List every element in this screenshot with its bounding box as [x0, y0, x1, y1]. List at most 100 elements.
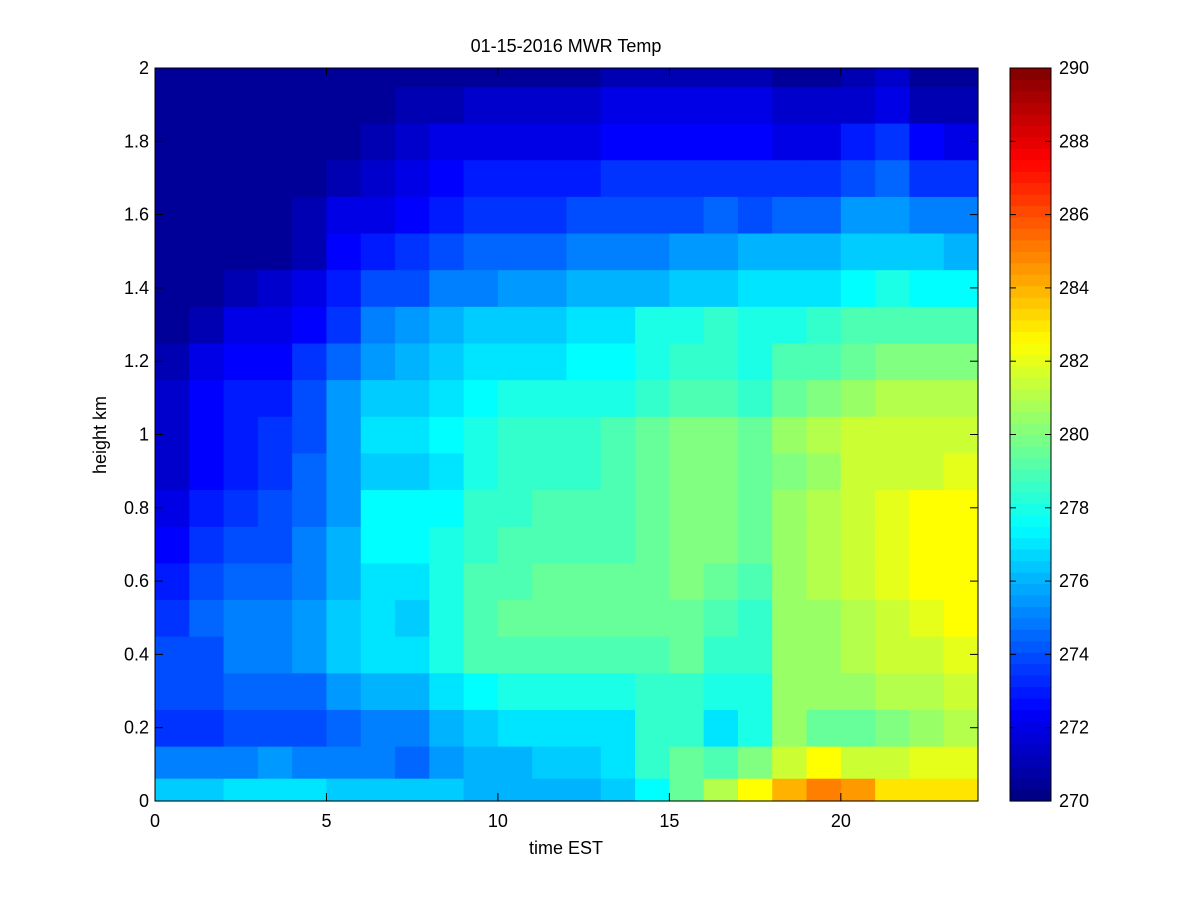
heatmap-cell — [463, 489, 499, 527]
heatmap-cell — [635, 86, 670, 124]
heatmap-cell — [772, 232, 808, 271]
heatmap-cell — [943, 599, 979, 637]
heatmap-cell — [497, 379, 533, 417]
heatmap-cell — [532, 159, 568, 197]
heatmap-cell — [909, 122, 945, 161]
heatmap-cell — [292, 122, 328, 161]
heatmap-cell — [223, 489, 259, 527]
heatmap-cell — [223, 379, 259, 417]
heatmap-cell — [257, 196, 293, 234]
heatmap-cell — [703, 269, 739, 307]
heatmap-cell — [326, 342, 362, 381]
heatmap-cell — [497, 416, 533, 454]
heatmap-cell — [909, 672, 945, 710]
heatmap-cell — [737, 489, 773, 527]
heatmap-cell — [737, 269, 773, 307]
heatmap-cell — [737, 342, 773, 381]
heatmap-cell — [840, 452, 876, 491]
heatmap-cell — [669, 452, 705, 491]
heatmap-cell — [155, 86, 190, 124]
heatmap-cell — [943, 68, 979, 87]
heatmap-cell — [326, 269, 362, 307]
heatmap-cell — [806, 269, 842, 307]
heatmap-cell — [806, 489, 842, 527]
colorbar-step — [1010, 606, 1051, 619]
heatmap-cell — [292, 636, 328, 674]
colorbar-step — [1010, 720, 1051, 733]
heatmap-cell — [635, 342, 670, 381]
heatmap-cell — [737, 672, 773, 710]
heatmap-cell — [635, 526, 670, 564]
heatmap-cell — [326, 306, 362, 344]
heatmap-cell — [669, 416, 705, 454]
heatmap-cell — [497, 342, 533, 381]
colorbar-step — [1010, 732, 1051, 745]
colorbar-step — [1010, 755, 1051, 768]
heatmap-cell — [737, 196, 773, 234]
heatmap-cell — [360, 232, 396, 271]
heatmap-cell — [943, 306, 979, 344]
heatmap-cell — [360, 778, 396, 802]
heatmap-cell — [669, 636, 705, 674]
heatmap-cell — [635, 489, 670, 527]
heatmap-cell — [326, 562, 362, 601]
heatmap-cell — [600, 232, 636, 271]
y-tick-label: 0.2 — [124, 718, 149, 738]
heatmap-cell — [703, 452, 739, 491]
heatmap-cell — [223, 196, 259, 234]
colorbar-step — [1010, 537, 1051, 550]
x-tick-label: 15 — [659, 811, 679, 831]
heatmap-cell — [703, 778, 739, 802]
heatmap-cell — [360, 672, 396, 710]
colorbar-step — [1010, 686, 1051, 699]
heatmap-cell — [497, 68, 533, 87]
heatmap-cell — [600, 159, 636, 197]
heatmap-cell — [772, 672, 808, 710]
heatmap-cell — [395, 636, 430, 674]
heatmap-cell — [189, 122, 225, 161]
heatmap-cell — [326, 68, 362, 87]
heatmap-cell — [257, 306, 293, 344]
heatmap-cell — [909, 636, 945, 674]
heatmap-cell — [189, 232, 225, 271]
colorbar-step — [1010, 308, 1051, 321]
heatmap-cell — [703, 196, 739, 234]
heatmap-cell — [429, 232, 465, 271]
x-tick-label: 20 — [831, 811, 851, 831]
heatmap-cell — [943, 379, 979, 417]
heatmap-cell — [943, 672, 979, 710]
heatmap-cell — [532, 746, 568, 779]
heatmap-cell — [360, 562, 396, 601]
heatmap-cell — [429, 306, 465, 344]
heatmap-cell — [326, 636, 362, 674]
heatmap-cell — [806, 379, 842, 417]
heatmap-cell — [875, 672, 911, 710]
heatmap-cell — [669, 672, 705, 710]
heatmap-cell — [909, 379, 945, 417]
heatmap-cell — [257, 599, 293, 637]
heatmap-cell — [463, 122, 499, 161]
heatmap-cell — [635, 599, 670, 637]
heatmap-cell — [395, 672, 430, 710]
heatmap-cell — [326, 196, 362, 234]
heatmap-cell — [806, 452, 842, 491]
colorbar-step — [1010, 675, 1051, 688]
heatmap-cell — [532, 306, 568, 344]
heatmap-cell — [223, 232, 259, 271]
colorbar-step — [1010, 583, 1051, 596]
heatmap-cell — [703, 342, 739, 381]
heatmap-cell — [532, 196, 568, 234]
colorbar-step — [1010, 125, 1051, 138]
heatmap-cell — [497, 526, 533, 564]
heatmap-cell — [189, 709, 225, 747]
x-tick-label: 0 — [150, 811, 160, 831]
heatmap-cell — [566, 379, 602, 417]
colorbar-step — [1010, 549, 1051, 562]
heatmap-cell — [326, 526, 362, 564]
heatmap-cell — [395, 86, 430, 124]
heatmap-cell — [189, 416, 225, 454]
heatmap-cell — [635, 672, 670, 710]
y-tick-label: 0 — [139, 791, 149, 811]
heatmap-cell — [737, 379, 773, 417]
heatmap-cell — [703, 122, 739, 161]
